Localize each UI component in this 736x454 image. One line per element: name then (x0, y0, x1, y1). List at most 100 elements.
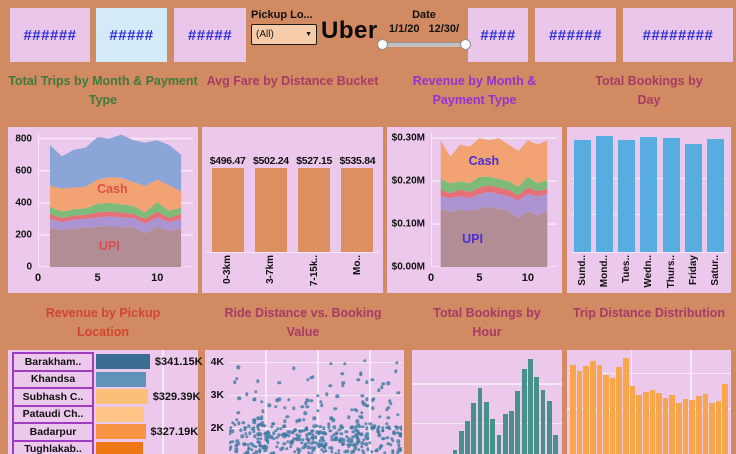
scatter-point[interactable] (383, 450, 387, 454)
scatter-point[interactable] (236, 365, 240, 369)
scatter-point[interactable] (351, 430, 356, 434)
scatter-point[interactable] (368, 441, 372, 445)
scatter-point[interactable] (277, 397, 281, 401)
scatter-point[interactable] (334, 451, 338, 454)
scatter-point[interactable] (278, 447, 283, 451)
scatter-point[interactable] (354, 425, 358, 429)
scatter-point[interactable] (326, 422, 331, 426)
scatter-point[interactable] (272, 431, 276, 435)
scatter-point[interactable] (304, 401, 308, 405)
scatter-point[interactable] (309, 442, 314, 446)
scatter-point[interactable] (376, 430, 381, 435)
scatter-point[interactable] (388, 442, 393, 447)
scatter-point[interactable] (390, 439, 395, 443)
scatter-point[interactable] (381, 436, 386, 441)
scatter-point[interactable] (340, 371, 345, 376)
scatter-point[interactable] (270, 424, 274, 429)
scatter-point[interactable] (292, 437, 297, 441)
scatter-point[interactable] (304, 426, 309, 431)
scatter-point[interactable] (330, 434, 334, 439)
scatter-point[interactable] (290, 440, 294, 444)
bar[interactable] (576, 370, 583, 454)
bar[interactable] (211, 168, 244, 252)
scatter-point[interactable] (318, 425, 322, 429)
scatter-point[interactable] (259, 437, 263, 441)
scatter-point[interactable] (267, 403, 272, 408)
scatter-point[interactable] (328, 384, 333, 388)
scatter-point[interactable] (312, 448, 316, 452)
scatter-point[interactable] (242, 442, 247, 447)
scatter-point[interactable] (312, 424, 316, 429)
bar[interactable] (509, 411, 514, 454)
scatter-point[interactable] (395, 412, 400, 417)
scatter-point[interactable] (276, 427, 280, 431)
scatter-point[interactable] (323, 445, 327, 449)
scatter-point[interactable] (364, 421, 368, 426)
bar[interactable] (618, 140, 636, 252)
scatter-point[interactable] (328, 429, 333, 433)
scatter-point[interactable] (236, 421, 241, 425)
bar[interactable] (553, 435, 559, 454)
scatter-point[interactable] (301, 446, 306, 450)
scatter-point[interactable] (314, 424, 319, 428)
scatter-point[interactable] (257, 448, 262, 452)
scatter-point[interactable] (260, 400, 264, 404)
date-slider-handle-end[interactable] (460, 39, 471, 50)
scatter-point[interactable] (296, 450, 301, 454)
bar[interactable] (623, 358, 629, 454)
scatter-point[interactable] (357, 440, 361, 444)
scatter-point[interactable] (339, 432, 344, 436)
scatter-point[interactable] (360, 432, 364, 436)
scatter-point[interactable] (390, 450, 395, 454)
scatter-point[interactable] (377, 433, 381, 438)
scatter-point[interactable] (262, 424, 266, 428)
scatter-point[interactable] (264, 437, 269, 442)
scatter-point[interactable] (388, 399, 392, 403)
scatter-point[interactable] (263, 448, 268, 453)
scatter-point[interactable] (263, 432, 268, 436)
slider-track[interactable] (380, 42, 468, 47)
scatter-point[interactable] (246, 424, 251, 429)
scatter-point[interactable] (256, 432, 260, 437)
scatter-point[interactable] (303, 443, 307, 447)
bar[interactable] (573, 140, 591, 252)
bar[interactable] (502, 414, 508, 454)
scatter-point[interactable] (236, 441, 241, 446)
scatter-point[interactable] (307, 440, 311, 445)
scatter-point[interactable] (256, 425, 260, 430)
scatter-point[interactable] (379, 385, 384, 390)
scatter-point[interactable] (360, 441, 364, 445)
scatter-point[interactable] (386, 442, 390, 446)
scatter-point[interactable] (260, 421, 265, 425)
scatter-point[interactable] (314, 435, 318, 440)
scatter-point[interactable] (236, 411, 240, 415)
scatter-point[interactable] (258, 432, 263, 436)
scatter-point[interactable] (252, 418, 257, 422)
bar[interactable] (629, 386, 636, 454)
scatter-point[interactable] (229, 425, 233, 430)
scatter-point[interactable] (289, 445, 293, 449)
scatter-point[interactable] (306, 438, 310, 442)
scatter-point[interactable] (307, 451, 311, 454)
scatter-point[interactable] (232, 380, 237, 385)
table-row[interactable]: Subhash C.. $329.39K (12, 387, 200, 407)
bar[interactable] (596, 364, 603, 454)
scatter-point[interactable] (397, 447, 401, 452)
bar[interactable] (603, 374, 609, 454)
bar[interactable] (662, 138, 680, 252)
scatter-point[interactable] (281, 446, 285, 451)
scatter-point[interactable] (258, 423, 263, 427)
scatter-point[interactable] (291, 406, 296, 411)
scatter-point[interactable] (361, 448, 365, 453)
scatter-point[interactable] (370, 449, 374, 454)
scatter-point[interactable] (337, 428, 341, 432)
scatter-point[interactable] (254, 389, 258, 394)
scatter-point[interactable] (229, 447, 232, 451)
scatter-point[interactable] (343, 450, 347, 454)
scatter-point[interactable] (256, 437, 260, 441)
scatter-point[interactable] (310, 433, 315, 437)
scatter-point[interactable] (335, 394, 339, 399)
scatter-point[interactable] (242, 451, 247, 454)
row-bar[interactable] (96, 441, 144, 454)
scatter-point[interactable] (355, 435, 359, 439)
